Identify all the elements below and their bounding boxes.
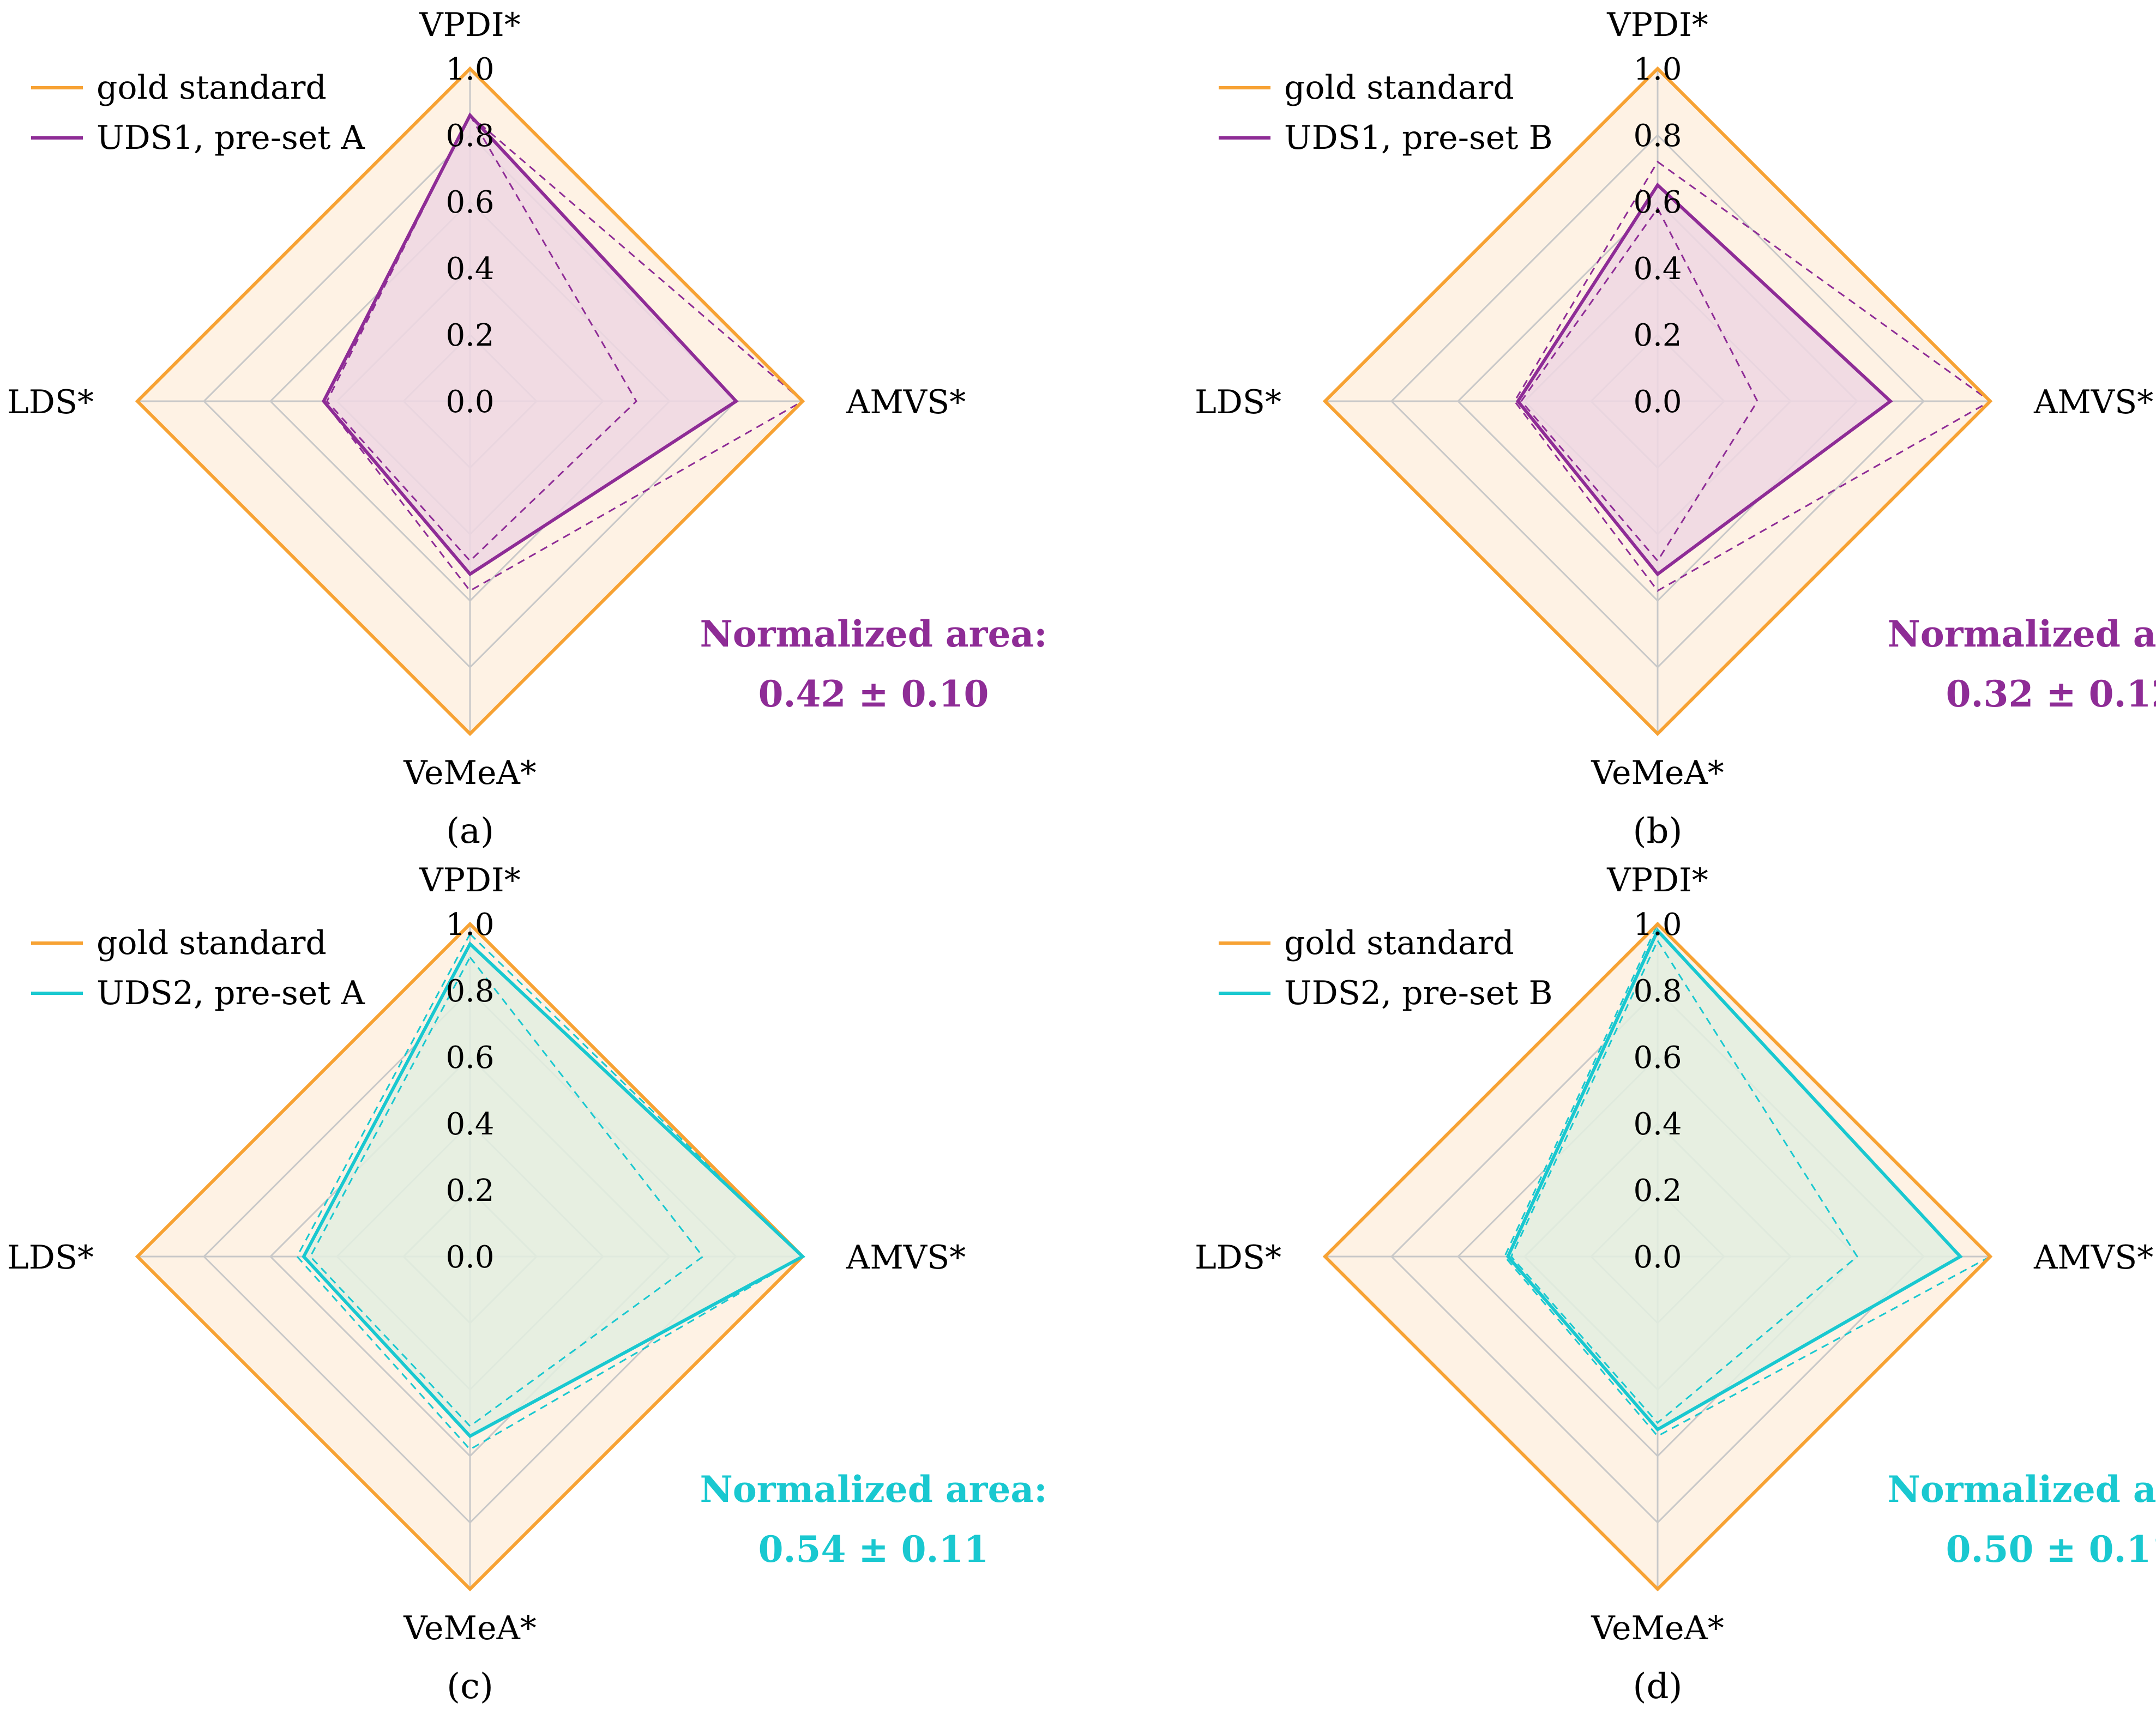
- series-line: [302, 941, 806, 1439]
- series-area: [304, 944, 803, 1436]
- bound-upper-line: [1513, 160, 1992, 592]
- tick-label: 0.8: [1633, 118, 1682, 154]
- tick-label: 0.0: [1633, 384, 1682, 420]
- panel-tag: (d): [1633, 1666, 1683, 1707]
- tick-label: 1.0: [1633, 907, 1682, 943]
- gold-standard-line: [1322, 66, 1993, 736]
- legend-label: UDS2, pre-set B: [1284, 974, 1553, 1012]
- tick-label: 0.6: [1633, 1040, 1682, 1076]
- normalized-area-title: Normalized area:: [700, 1468, 1047, 1511]
- tick-label: 0.6: [1633, 185, 1682, 220]
- axis-label-amvs: AMVS*: [2033, 383, 2153, 421]
- axis-label-vemea: VeMeA*: [403, 1609, 537, 1647]
- gold-standard-line: [1322, 921, 1993, 1592]
- tick-label: 0.8: [445, 118, 494, 154]
- bound-upper-line: [1503, 922, 1992, 1438]
- axis-label-vemea: VeMeA*: [1591, 1609, 1724, 1647]
- series-line: [1516, 182, 1893, 577]
- radar-panel-a: 0.0 0.2 0.4 0.6 0.8 1.0 VPDI* AMVS* VeMeA* LDS* go…: [7, 6, 1047, 852]
- series-area: [1517, 185, 1890, 575]
- tick-label: 0.2: [445, 318, 494, 353]
- tick-label: 0.6: [445, 185, 494, 220]
- axis-label-vemea: VeMeA*: [1591, 754, 1724, 792]
- radar-panel-b: 0.0 0.2 0.4 0.6 0.8 1.0 VPDI* AMVS* VeMeA* LDS* go…: [1195, 6, 2156, 852]
- tick-label: 0.2: [1633, 1173, 1682, 1209]
- axis-label-amvs: AMVS*: [2033, 1239, 2153, 1277]
- axis-label-lds: LDS*: [7, 383, 94, 421]
- normalized-area-value: 0.54 ± 0.11: [758, 1528, 989, 1571]
- axis-label-vemea: VeMeA*: [403, 754, 537, 792]
- series-area: [323, 115, 736, 575]
- axis-label-vpdi: VPDI*: [1606, 861, 1708, 899]
- tick-label: 0.4: [445, 1107, 494, 1142]
- panel-tag: (a): [446, 811, 494, 852]
- axis-label-lds: LDS*: [7, 1239, 94, 1277]
- legend-label: gold standard: [97, 69, 327, 107]
- legend-label: gold standard: [97, 924, 327, 962]
- radar-panel-c: 0.0 0.2 0.4 0.6 0.8 1.0 VPDI* AMVS* VeMeA* LDS* go…: [7, 861, 1047, 1707]
- tick-label: 0.4: [1633, 251, 1682, 287]
- axis-label-vpdi: VPDI*: [419, 861, 521, 899]
- normalized-area-value: 0.32 ± 0.12: [1946, 673, 2156, 715]
- legend-label: gold standard: [1284, 69, 1514, 107]
- tick-label: 0.8: [445, 974, 494, 1009]
- series-area: [1508, 931, 1961, 1430]
- legend-label: gold standard: [1284, 924, 1514, 962]
- axis-label-amvs: AMVS*: [846, 1239, 966, 1277]
- bound-lower-line: [309, 956, 704, 1428]
- gold-standard-line: [135, 66, 805, 736]
- tick-label: 1.0: [445, 907, 494, 943]
- axis-label-vpdi: VPDI*: [1606, 6, 1708, 44]
- bound-lower-line: [326, 113, 637, 562]
- tick-label: 0.4: [445, 251, 494, 287]
- bound-lower-line: [1520, 207, 1758, 563]
- bound-lower-line: [1510, 939, 1858, 1424]
- tick-label: 0.6: [445, 1040, 494, 1076]
- axis-label-amvs: AMVS*: [846, 383, 966, 421]
- gold-standard-line: [135, 921, 805, 1592]
- normalized-area-title: Normalized area:: [700, 613, 1047, 655]
- tick-label: 0.2: [1633, 318, 1682, 353]
- normalized-area-title: Normalized area:: [1887, 613, 2156, 655]
- tick-label: 0.0: [445, 384, 494, 420]
- tick-label: 0.0: [445, 1240, 494, 1275]
- legend-label: UDS2, pre-set A: [97, 974, 365, 1012]
- tick-label: 0.4: [1633, 1107, 1682, 1142]
- axis-label-lds: LDS*: [1195, 383, 1281, 421]
- normalized-area-value: 0.42 ± 0.10: [758, 673, 989, 715]
- panel-tag: (b): [1633, 811, 1683, 852]
- tick-label: 1.0: [1633, 52, 1682, 87]
- axis-label-vpdi: VPDI*: [419, 6, 521, 44]
- tick-label: 0.2: [445, 1173, 494, 1209]
- panel-tag: (c): [447, 1666, 493, 1707]
- series-line: [322, 112, 739, 577]
- tick-label: 0.8: [1633, 974, 1682, 1009]
- legend-label: UDS1, pre-set B: [1284, 119, 1553, 157]
- axis-label-lds: LDS*: [1195, 1239, 1281, 1277]
- radar-panel-d: 0.0 0.2 0.4 0.6 0.8 1.0 VPDI* AMVS* VeMeA* LDS* go…: [1195, 861, 2156, 1707]
- series-line: [1505, 927, 1963, 1432]
- legend-label: UDS1, pre-set A: [97, 119, 365, 157]
- tick-label: 1.0: [445, 52, 494, 87]
- tick-label: 0.0: [1633, 1240, 1682, 1275]
- normalized-area-title: Normalized area:: [1887, 1468, 2156, 1511]
- normalized-area-value: 0.50 ± 0.11: [1946, 1528, 2156, 1571]
